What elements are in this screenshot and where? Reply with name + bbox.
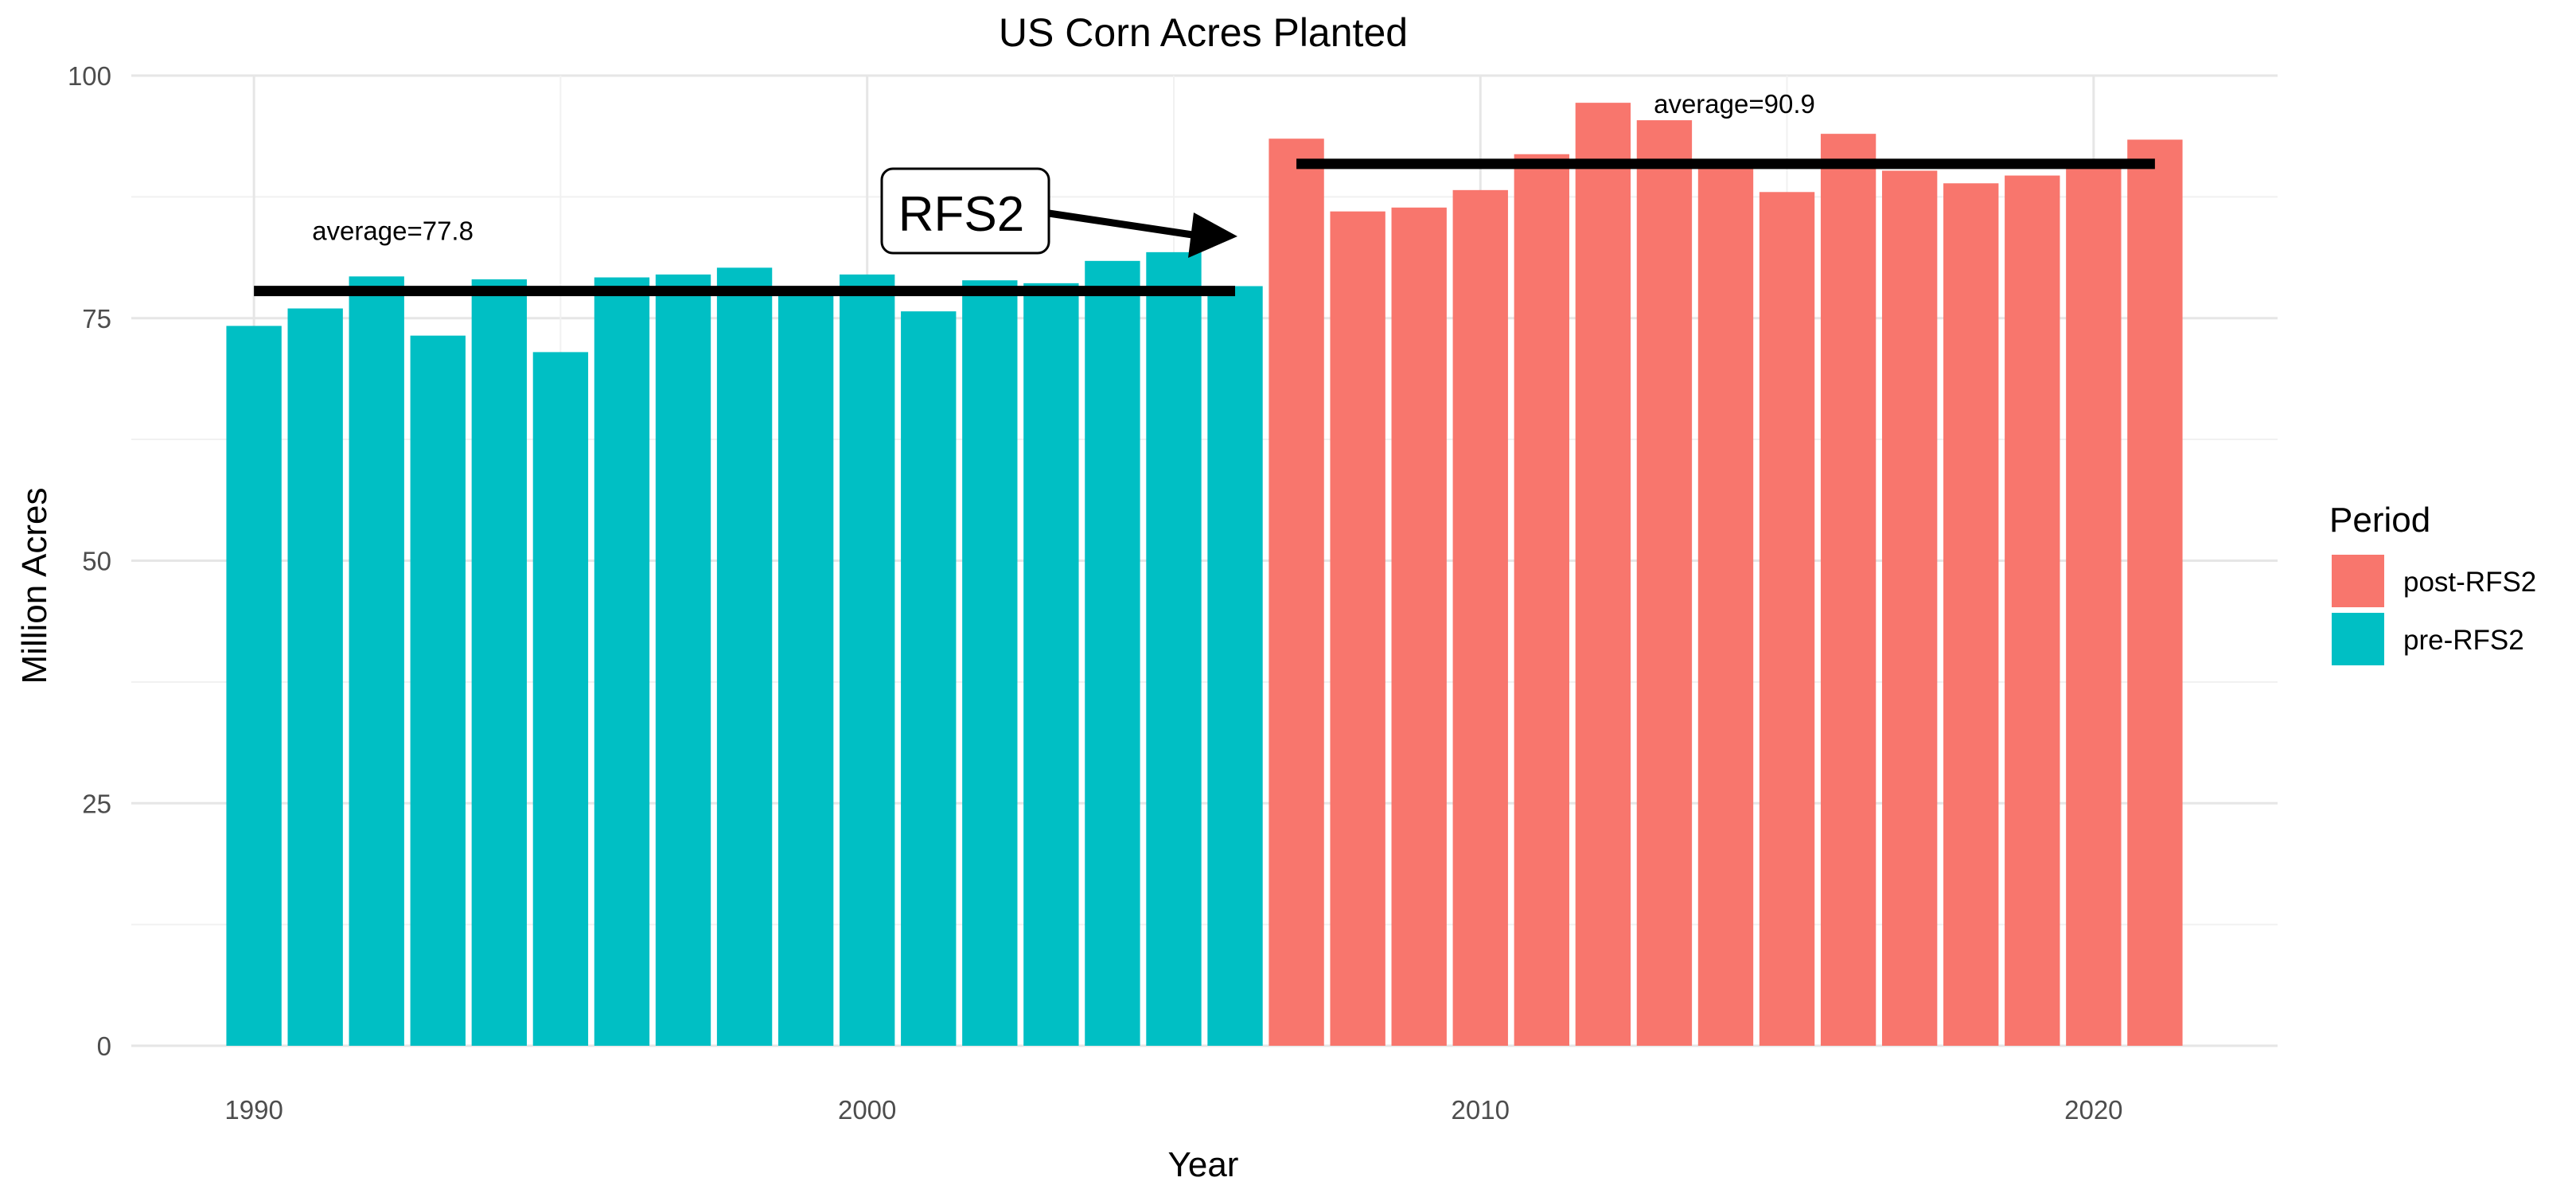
bar-2020 [2066, 165, 2122, 1047]
bar-2004 [1085, 260, 1140, 1047]
bar-2005 [1146, 251, 1202, 1046]
average-lines [254, 158, 2155, 297]
bar-2017 [1881, 170, 1938, 1046]
bar-2009 [1391, 207, 1447, 1047]
x-tick-label: 2010 [1452, 1095, 1510, 1125]
y-axis-ticks: 0 25 50 75 100 [68, 61, 111, 1061]
bar-1997 [655, 274, 711, 1046]
bar-1990 [226, 326, 282, 1046]
bar-2016 [1820, 134, 1876, 1046]
rfs2-callout-arrow [1048, 209, 1198, 240]
rfs2-callout-box [880, 167, 1050, 255]
bars [226, 103, 2183, 1047]
bar-2012 [1575, 103, 1631, 1047]
x-tick-label: 1990 [224, 1095, 283, 1125]
bar-2008 [1330, 211, 1385, 1046]
bar-1992 [349, 276, 404, 1046]
chart-title: US Corn Acres Planted [999, 10, 1408, 55]
bar-2019 [2005, 175, 2060, 1046]
y-tick-label: 0 [97, 1031, 111, 1061]
bar-1991 [287, 308, 343, 1046]
y-axis-label: Million Acres [15, 488, 54, 684]
bar-2013 [1636, 120, 1693, 1047]
x-axis-ticks: 1990 2000 2010 2020 [224, 1095, 2122, 1125]
x-tick-label: 2000 [838, 1095, 896, 1125]
y-tick-label: 75 [82, 304, 111, 333]
legend-key-post-rfs2 [2332, 555, 2384, 607]
rfs2-callout-arrowhead [1188, 212, 1237, 258]
bar-2011 [1514, 154, 1569, 1046]
legend: Period post-RFS2 pre-RFS2 [2329, 501, 2536, 665]
bar-2006 [1207, 286, 1263, 1046]
bar-1998 [716, 267, 773, 1046]
y-tick-label: 100 [68, 61, 111, 91]
bar-2003 [1023, 283, 1079, 1047]
x-tick-label: 2020 [2064, 1095, 2122, 1125]
average-label-1: average=77.8 [312, 216, 474, 246]
legend-label-post-rfs2: post-RFS2 [2403, 567, 2536, 598]
bar-2015 [1759, 192, 1815, 1046]
y-tick-label: 25 [82, 789, 111, 818]
bar-1993 [410, 335, 466, 1046]
rfs2-callout: RFS2 [880, 167, 1237, 258]
bar-1999 [777, 294, 834, 1046]
legend-title: Period [2329, 501, 2430, 540]
bar-1996 [594, 277, 650, 1046]
bar-2000 [840, 274, 895, 1046]
bar-2007 [1269, 138, 1324, 1047]
rfs2-callout-label: RFS2 [898, 187, 1024, 242]
bar-2002 [962, 280, 1018, 1047]
y-tick-label: 50 [82, 547, 111, 576]
bar-2010 [1452, 189, 1508, 1046]
legend-label-pre-rfs2: pre-RFS2 [2403, 625, 2524, 656]
average-labels: average=77.8 average=90.9 [312, 89, 1815, 246]
bar-2014 [1697, 166, 1754, 1047]
bar-1995 [532, 352, 589, 1046]
bar-2018 [1943, 183, 1999, 1047]
bar-1994 [471, 279, 528, 1046]
bar-2021 [2127, 139, 2183, 1047]
x-axis-label: Year [1168, 1145, 1239, 1184]
legend-key-pre-rfs2 [2332, 613, 2384, 665]
average-label-2: average=90.9 [1654, 89, 1815, 119]
bar-2001 [901, 311, 957, 1046]
